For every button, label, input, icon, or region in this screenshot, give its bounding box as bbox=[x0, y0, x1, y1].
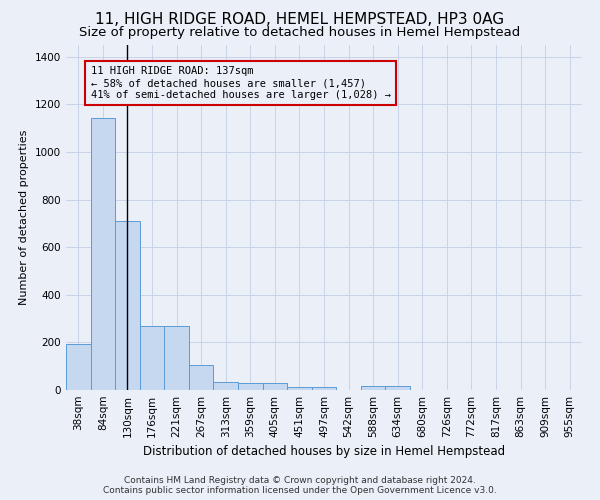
Bar bbox=[263, 384, 287, 390]
Bar bbox=[385, 386, 410, 390]
Bar bbox=[214, 382, 238, 390]
Bar bbox=[361, 386, 385, 390]
Bar bbox=[164, 326, 189, 390]
Bar bbox=[66, 344, 91, 390]
Text: 11 HIGH RIDGE ROAD: 137sqm
← 58% of detached houses are smaller (1,457)
41% of s: 11 HIGH RIDGE ROAD: 137sqm ← 58% of deta… bbox=[91, 66, 391, 100]
Text: Contains HM Land Registry data © Crown copyright and database right 2024.
Contai: Contains HM Land Registry data © Crown c… bbox=[103, 476, 497, 495]
Text: 11, HIGH RIDGE ROAD, HEMEL HEMPSTEAD, HP3 0AG: 11, HIGH RIDGE ROAD, HEMEL HEMPSTEAD, HP… bbox=[95, 12, 505, 28]
Text: Size of property relative to detached houses in Hemel Hempstead: Size of property relative to detached ho… bbox=[79, 26, 521, 39]
Bar bbox=[115, 221, 140, 390]
Bar bbox=[312, 387, 336, 390]
X-axis label: Distribution of detached houses by size in Hemel Hempstead: Distribution of detached houses by size … bbox=[143, 446, 505, 458]
Bar bbox=[140, 326, 164, 390]
Bar bbox=[287, 387, 312, 390]
Bar bbox=[189, 364, 214, 390]
Bar bbox=[91, 118, 115, 390]
Bar bbox=[238, 384, 263, 390]
Y-axis label: Number of detached properties: Number of detached properties bbox=[19, 130, 29, 305]
